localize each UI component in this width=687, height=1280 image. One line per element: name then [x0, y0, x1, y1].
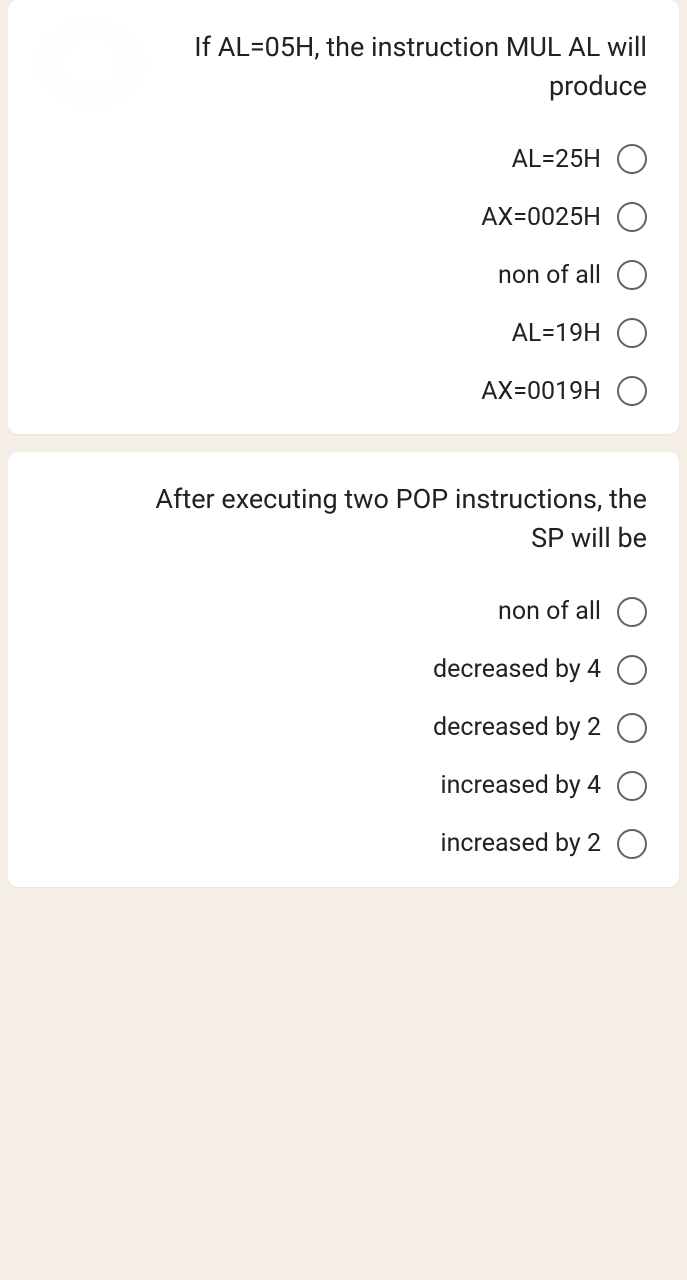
options-group: AL=25H AX=0025H non of all AL=19H AX=001… — [40, 144, 647, 406]
option-row[interactable]: decreased by 4 — [433, 655, 647, 685]
radio-icon[interactable] — [617, 260, 647, 290]
radio-icon[interactable] — [617, 318, 647, 348]
option-row[interactable]: non of all — [498, 260, 647, 290]
radio-icon[interactable] — [617, 144, 647, 174]
option-label: non of all — [498, 261, 601, 290]
question-card-1: If AL=05H, the instruction MUL AL will p… — [8, 0, 679, 434]
option-label: increased by 4 — [440, 771, 601, 800]
option-label: AL=19H — [512, 319, 601, 348]
option-row[interactable]: increased by 4 — [440, 771, 647, 801]
option-row[interactable]: decreased by 2 — [433, 713, 647, 743]
radio-icon[interactable] — [617, 713, 647, 743]
option-row[interactable]: AX=0019H — [481, 376, 647, 406]
question-text: After executing two POP instructions, th… — [40, 480, 647, 558]
question-card-2: After executing two POP instructions, th… — [8, 452, 679, 886]
radio-icon[interactable] — [617, 771, 647, 801]
option-row[interactable]: AL=25H — [512, 144, 647, 174]
option-row[interactable]: AX=0025H — [481, 202, 647, 232]
question-text: If AL=05H, the instruction MUL AL will p… — [40, 28, 647, 106]
option-row[interactable]: increased by 2 — [440, 829, 647, 859]
options-group: non of all decreased by 4 decreased by 2… — [40, 597, 647, 859]
option-label: non of all — [498, 597, 601, 626]
option-row[interactable]: AL=19H — [512, 318, 647, 348]
option-row[interactable]: non of all — [498, 597, 647, 627]
radio-icon[interactable] — [617, 597, 647, 627]
option-label: AX=0019H — [481, 377, 601, 406]
radio-icon[interactable] — [617, 655, 647, 685]
option-label: AL=25H — [512, 145, 601, 174]
option-label: decreased by 4 — [433, 655, 601, 684]
option-label: decreased by 2 — [433, 713, 601, 742]
radio-icon[interactable] — [617, 829, 647, 859]
radio-icon[interactable] — [617, 376, 647, 406]
option-label: increased by 2 — [440, 829, 601, 858]
option-label: AX=0025H — [481, 203, 601, 232]
radio-icon[interactable] — [617, 202, 647, 232]
